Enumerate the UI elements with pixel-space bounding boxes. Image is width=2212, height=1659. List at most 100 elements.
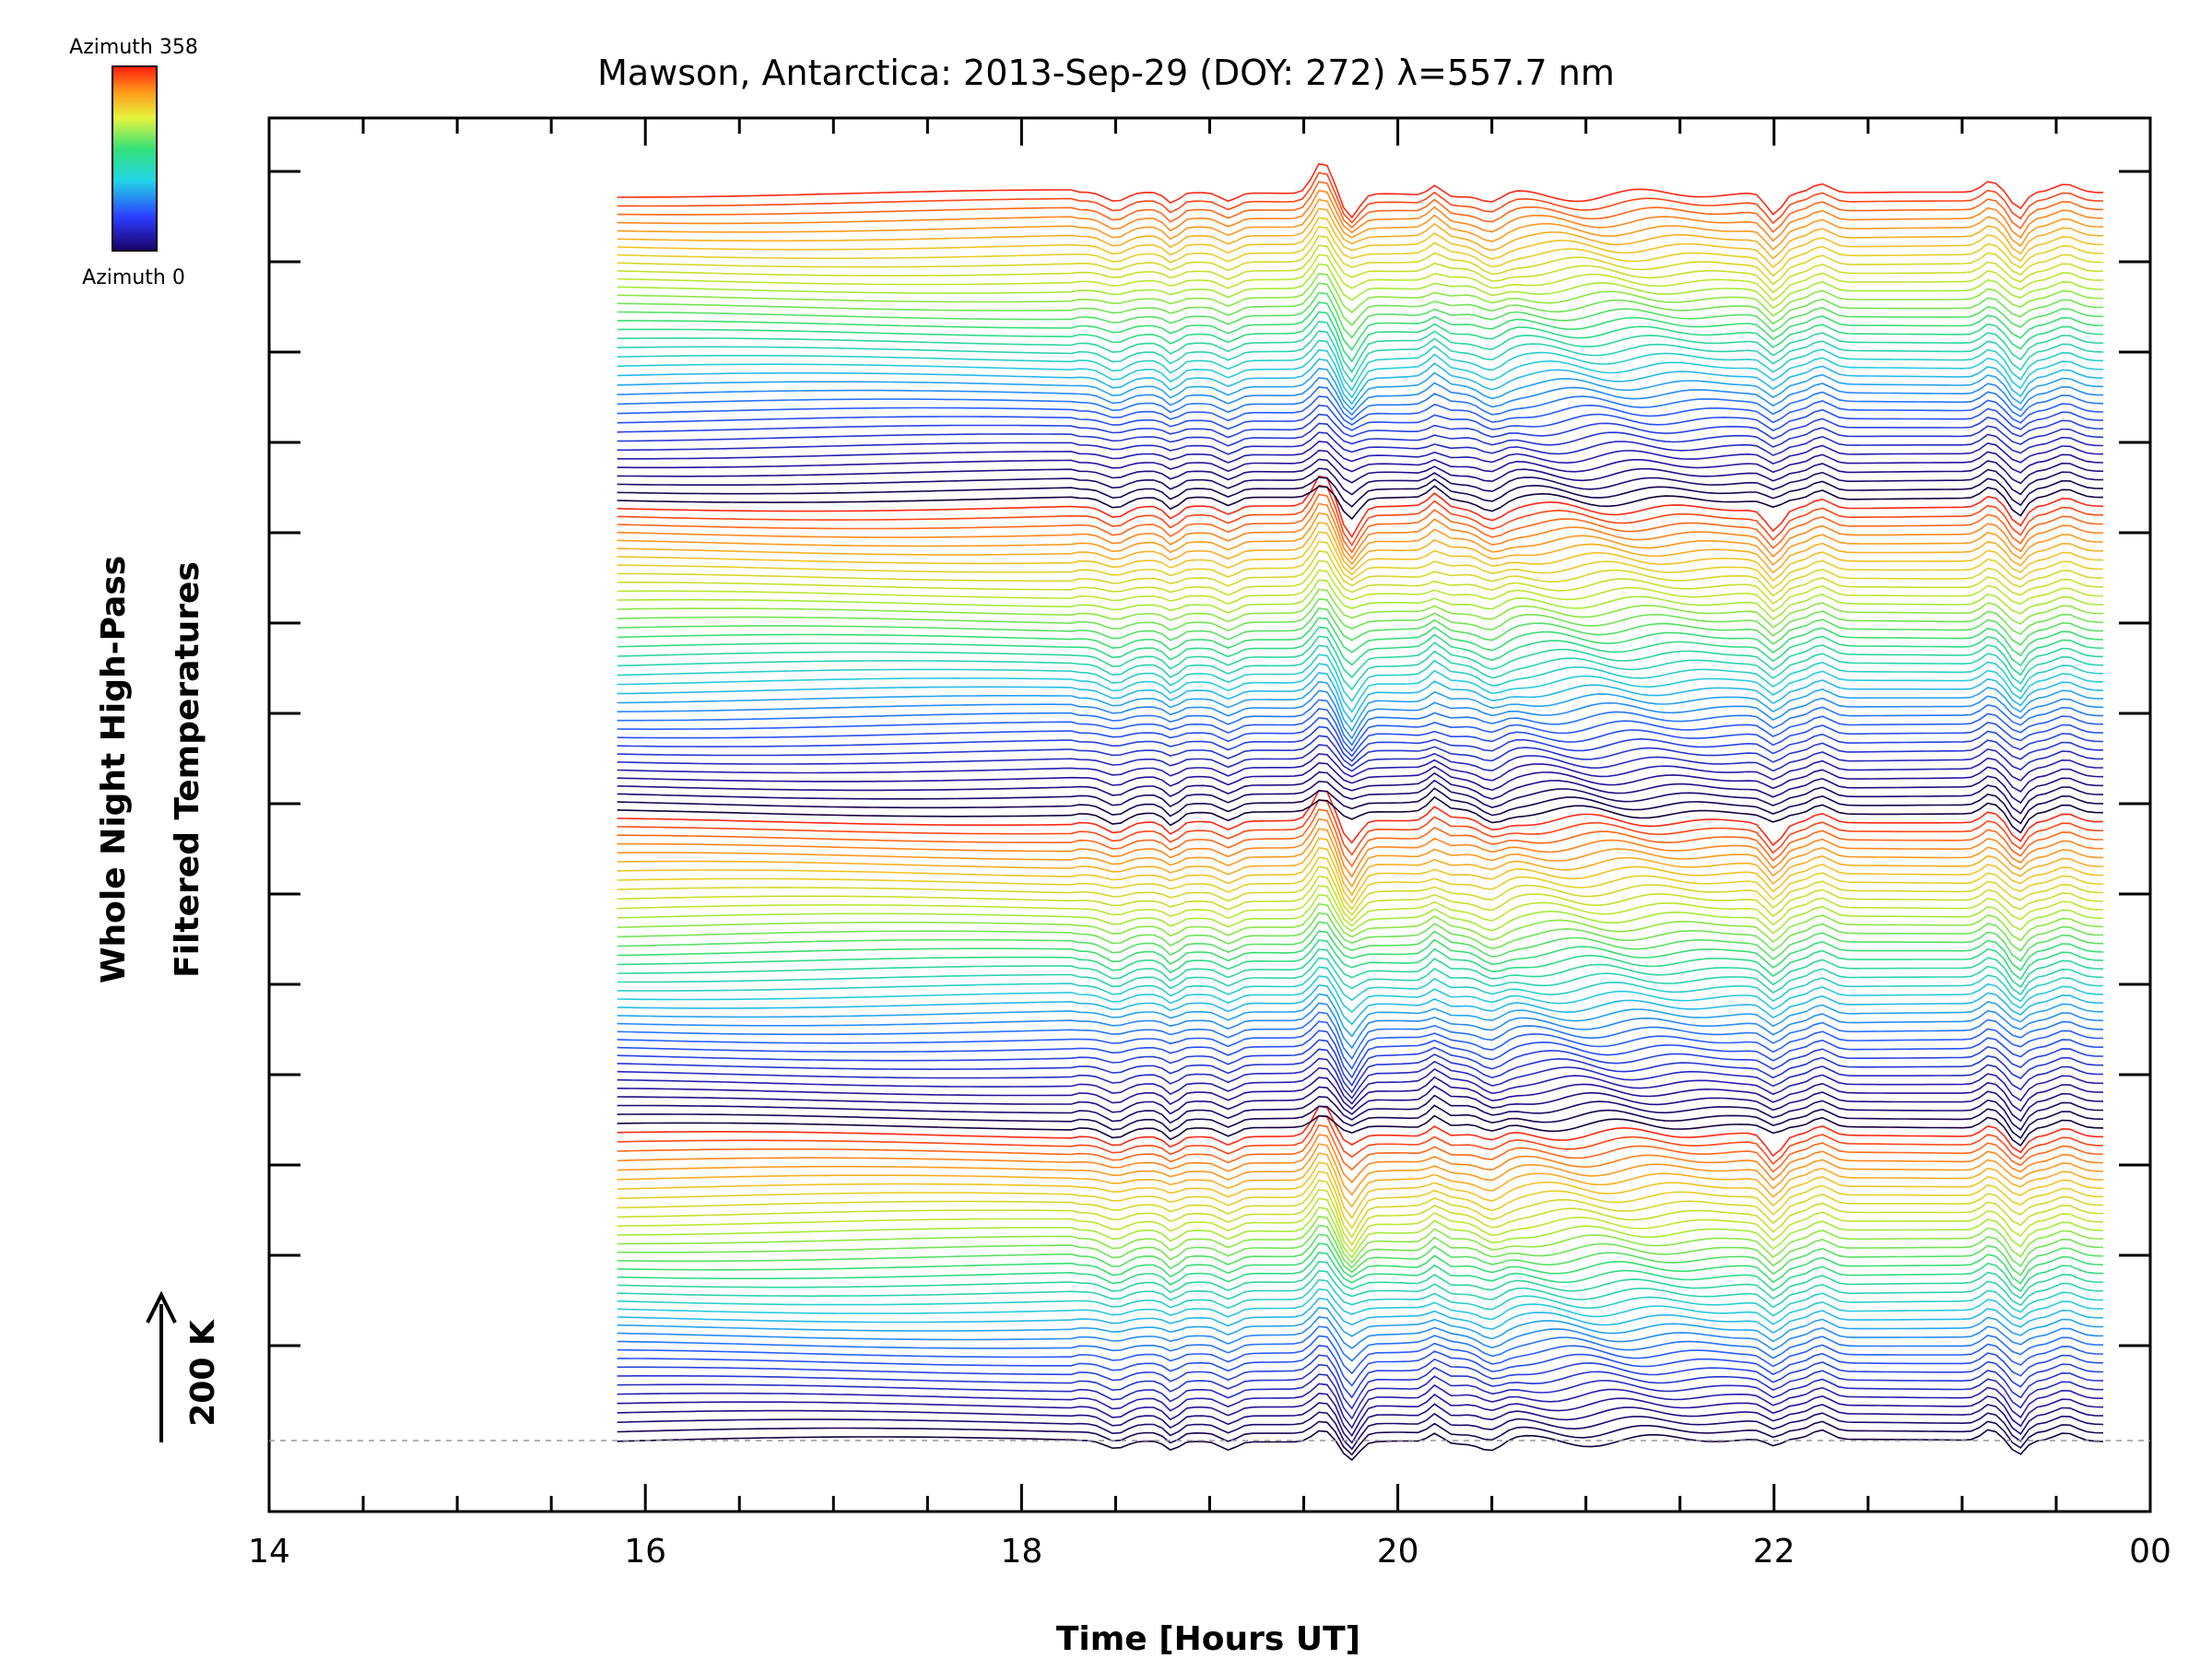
temperature-trace bbox=[617, 744, 2104, 772]
temperature-trace bbox=[617, 449, 2104, 474]
temperature-trace bbox=[617, 1161, 2104, 1219]
temperature-trace bbox=[617, 311, 2104, 363]
temperature-trace bbox=[617, 789, 2103, 847]
temperature-trace bbox=[617, 198, 2104, 252]
temperature-trace bbox=[617, 422, 2104, 448]
temperature-trace bbox=[617, 477, 2104, 508]
temperature-trace bbox=[617, 1354, 2104, 1399]
temperature-trace bbox=[617, 1325, 2104, 1362]
colorbar-gradient bbox=[112, 65, 158, 252]
temperature-trace bbox=[617, 263, 2104, 310]
temperature-trace bbox=[617, 930, 2104, 971]
temperature-trace bbox=[617, 771, 2104, 805]
temperature-trace bbox=[617, 1306, 2104, 1343]
temperature-trace bbox=[617, 893, 2104, 935]
temperature-trace bbox=[617, 1224, 2104, 1269]
temperature-trace bbox=[617, 1114, 2104, 1147]
temperature-trace bbox=[617, 207, 2104, 260]
temperature-trace bbox=[617, 1288, 2104, 1325]
temperature-trace bbox=[617, 467, 2104, 496]
temperature-trace bbox=[617, 458, 2104, 485]
temperature-trace bbox=[617, 699, 2104, 747]
temperature-trace bbox=[617, 1373, 2104, 1420]
temperature-trace bbox=[617, 502, 2104, 560]
x-tick-label: 14 bbox=[248, 1533, 290, 1571]
temperature-trace bbox=[617, 1363, 2104, 1410]
temperature-trace bbox=[617, 966, 2104, 1003]
temperature-trace bbox=[617, 1197, 2104, 1253]
temperature-trace bbox=[617, 395, 2104, 426]
temperature-trace bbox=[617, 1179, 2104, 1239]
plot-axes: 14 16 18 20 22 00 bbox=[248, 116, 2171, 1571]
temperature-trace bbox=[617, 993, 2104, 1038]
temperature-trace bbox=[617, 837, 2104, 897]
temperature-trace bbox=[617, 431, 2104, 456]
temperature-trace bbox=[617, 1188, 2104, 1247]
temperature-trace bbox=[617, 559, 2104, 606]
temperature-trace bbox=[617, 588, 2104, 629]
temperature-trace bbox=[617, 1278, 2104, 1317]
temperature-trace bbox=[617, 358, 2104, 406]
temperature-trace bbox=[617, 875, 2104, 923]
temperature-trace bbox=[617, 902, 2104, 944]
colorbar: Azimuth 358 Azimuth 0 bbox=[69, 36, 198, 289]
temperature-trace bbox=[617, 531, 2104, 582]
temperature-trace bbox=[617, 1134, 2104, 1183]
temperature-trace bbox=[617, 244, 2104, 294]
temperature-trace bbox=[617, 1215, 2104, 1265]
temperature-trace bbox=[617, 217, 2104, 269]
temperature-trace bbox=[617, 540, 2104, 590]
temperature-trace bbox=[617, 579, 2104, 621]
temperature-trace bbox=[617, 787, 2104, 825]
temperature-trace bbox=[617, 339, 2104, 392]
temperature-trace bbox=[617, 856, 2104, 911]
temperature-trace bbox=[617, 1011, 2104, 1061]
temperature-trace bbox=[617, 320, 2104, 374]
temperature-trace bbox=[617, 522, 2104, 574]
temperature-trace bbox=[617, 921, 2104, 962]
temperature-trace bbox=[617, 653, 2104, 703]
temperature-trace bbox=[617, 1002, 2104, 1050]
temperature-trace bbox=[617, 181, 2104, 233]
scale-indicator: 200 K bbox=[146, 1290, 222, 1442]
temperature-trace bbox=[617, 828, 2104, 888]
temperature-trace bbox=[617, 171, 2104, 225]
temperature-trace bbox=[617, 1048, 2104, 1094]
temperature-trace bbox=[617, 550, 2104, 597]
temperature-trace bbox=[617, 1242, 2104, 1285]
temperature-trace bbox=[617, 644, 2104, 691]
temperature-trace bbox=[617, 635, 2104, 679]
temperature-trace bbox=[617, 441, 2104, 465]
y-axis-label-line2: Filtered Temperatures bbox=[169, 561, 206, 978]
chart-title: Mawson, Antarctica: 2013-Sep-29 (DOY: 27… bbox=[597, 53, 1615, 93]
temperature-trace bbox=[617, 1335, 2104, 1375]
temperature-trace bbox=[617, 413, 2104, 441]
temperature-trace bbox=[617, 912, 2104, 952]
temperature-trace bbox=[617, 1020, 2104, 1070]
temperature-trace bbox=[617, 1260, 2104, 1300]
temperature-trace bbox=[617, 1030, 2104, 1079]
temperature-trace bbox=[617, 1066, 2104, 1105]
temperature-trace bbox=[617, 253, 2104, 301]
colorbar-bottom-label: Azimuth 0 bbox=[82, 266, 185, 289]
temperature-trace bbox=[617, 725, 2104, 762]
temperature-trace bbox=[617, 301, 2104, 351]
temperature-trace bbox=[617, 1094, 2104, 1132]
temperature-trace bbox=[617, 291, 2104, 339]
temperature-trace bbox=[617, 597, 2104, 637]
temperature-trace bbox=[617, 569, 2104, 613]
temperature-trace bbox=[617, 330, 2104, 383]
temperature-trace bbox=[617, 1143, 2104, 1196]
x-tick-label: 00 bbox=[2129, 1533, 2171, 1571]
temperature-trace bbox=[617, 475, 2104, 539]
temperature-trace bbox=[617, 1392, 2104, 1438]
temperature-trace bbox=[617, 689, 2104, 740]
temperature-trace bbox=[617, 377, 2104, 417]
temperature-trace bbox=[617, 779, 2104, 815]
x-tick-label: 20 bbox=[1377, 1533, 1419, 1571]
temperature-trace bbox=[617, 846, 2104, 904]
temperature-trace bbox=[617, 753, 2104, 782]
scale-label: 200 K bbox=[184, 1319, 222, 1427]
temperature-trace bbox=[617, 957, 2104, 996]
temperature-traces bbox=[617, 162, 2104, 1462]
